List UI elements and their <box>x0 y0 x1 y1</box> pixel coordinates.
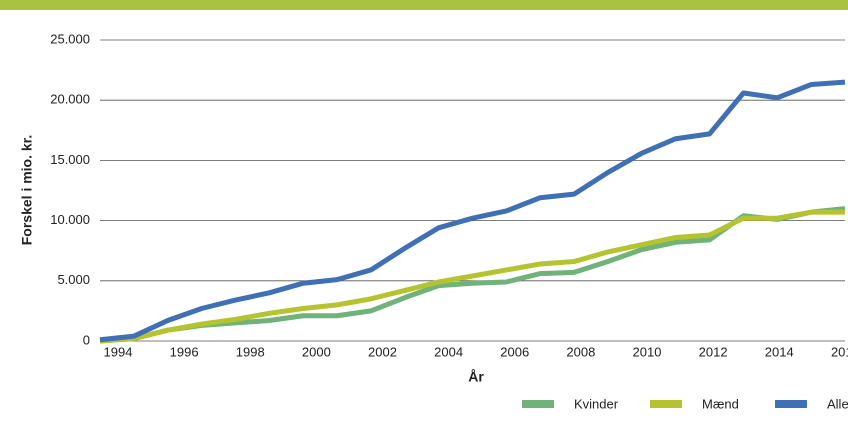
x-tick-label: 2014 <box>765 344 794 359</box>
top-band <box>0 0 848 10</box>
x-tick-label: 1998 <box>236 344 265 359</box>
line-series <box>99 209 845 344</box>
x-tick-label: 2010 <box>633 344 662 359</box>
legend-swatch <box>650 400 682 408</box>
x-tick-label: 2000 <box>302 344 331 359</box>
legend-label: Mænd <box>702 396 739 411</box>
legend-label: Kvinder <box>574 396 619 411</box>
x-tick-label: 2012 <box>699 344 728 359</box>
x-tick-label: 2004 <box>434 344 463 359</box>
x-tick-label: 2008 <box>566 344 595 359</box>
legend-label: Alle <box>827 396 848 411</box>
y-tick-label: 25.000 <box>50 31 90 46</box>
x-tick-label: 1994 <box>104 344 133 359</box>
x-tick-label: 1996 <box>170 344 199 359</box>
legend-swatch <box>775 400 807 408</box>
y-tick-label: 20.000 <box>50 92 90 107</box>
x-tick-label: 2006 <box>500 344 529 359</box>
legend-swatch <box>522 400 554 408</box>
x-axis-label: År <box>468 369 484 385</box>
y-tick-label: 15.000 <box>50 152 90 167</box>
y-tick-label: 0 <box>83 332 90 347</box>
x-tick-label: 2016 <box>831 344 848 359</box>
x-tick-label: 2002 <box>368 344 397 359</box>
line-series <box>99 79 846 343</box>
y-axis-label: Forskel i mio. kr. <box>19 135 35 246</box>
y-tick-label: 5.000 <box>57 272 90 287</box>
y-tick-label: 10.000 <box>50 212 90 227</box>
